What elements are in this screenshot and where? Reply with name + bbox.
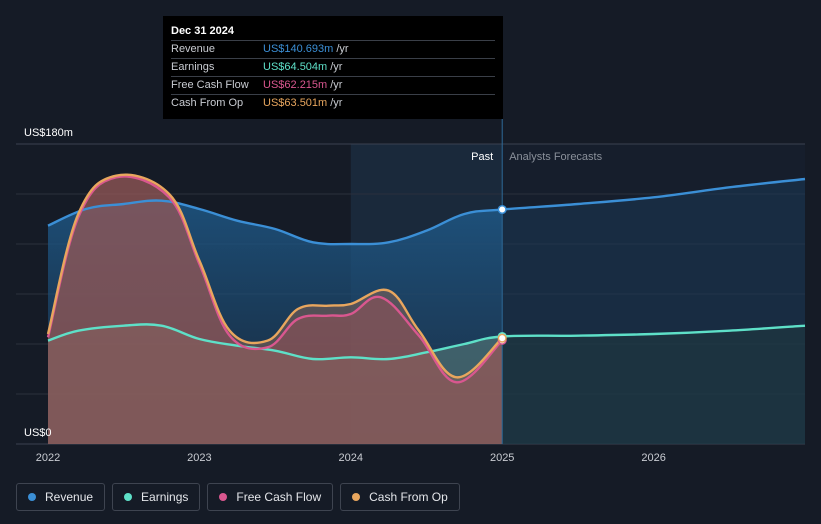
legend-dot-icon [219,493,228,501]
past-label: Past [471,151,493,163]
legend-label: Free Cash Flow [236,490,322,504]
forecast-label: Analysts Forecasts [509,151,602,163]
legend-label: Earnings [141,490,189,504]
tooltip-value: US$64.504m [263,61,328,73]
legend-dot-icon [124,493,133,501]
point-cash-from-op [497,333,507,343]
tooltip-unit: /yr [330,61,343,73]
x-tick-label: 2022 [36,452,60,464]
legend-dot-icon [352,493,361,501]
y-axis-bottom-label: US$0 [24,427,52,439]
x-tick-label: 2023 [187,452,211,464]
tooltip-label: Cash From Op [171,97,244,109]
area-cash-from-op [48,174,503,444]
tooltip-unit: /yr [336,43,349,55]
tooltip-unit: /yr [330,79,343,91]
x-tick-label: 2026 [641,452,665,464]
tooltip-value: US$62.215m [263,79,328,91]
legend-dot-icon [28,493,36,501]
line-cash-from-op [46,173,504,379]
legend-item-free-cash-flow[interactable]: Free Cash Flow [207,483,334,511]
tooltip-unit: /yr [330,97,343,109]
tooltip-date: Dec 31 2024 [171,25,234,37]
tooltip-label: Earnings [171,61,215,73]
x-tick-label: 2025 [490,452,514,464]
legend-item-earnings[interactable]: Earnings [112,483,201,511]
tooltip-label: Revenue [171,43,216,55]
x-tick-label: 2024 [339,452,363,464]
tooltip: Dec 31 2024 Revenue US$140.693m /yr Earn… [163,16,503,119]
tooltip-label: Free Cash Flow [171,79,249,91]
forecast-area-earnings [502,325,805,444]
line-free-cash-flow [46,175,504,384]
area-free-cash-flow [48,176,503,444]
legend-item-cash-from-op[interactable]: Cash From Op [340,483,460,511]
tooltip-row-earnings: Earnings US$64.504m /yr [171,58,495,76]
legend-label: Cash From Op [369,490,448,504]
point-revenue [497,204,507,215]
tooltip-value: US$140.693m [263,43,334,55]
legend-item-revenue[interactable]: Revenue [16,483,106,511]
legend: Revenue Earnings Free Cash Flow Cash Fro… [16,483,460,511]
y-axis-top-label: US$180m [24,127,73,139]
tooltip-row-cash-from-op: Cash From Op US$63.501m /yr [171,94,495,112]
legend-label: Revenue [45,490,94,504]
line-revenue [47,177,806,246]
line-earnings [47,323,806,361]
tooltip-value: US$63.501m [263,97,328,109]
tooltip-row-free-cash-flow: Free Cash Flow US$62.215m /yr [171,76,495,94]
tooltip-row-revenue: Revenue US$140.693m /yr [171,40,495,58]
